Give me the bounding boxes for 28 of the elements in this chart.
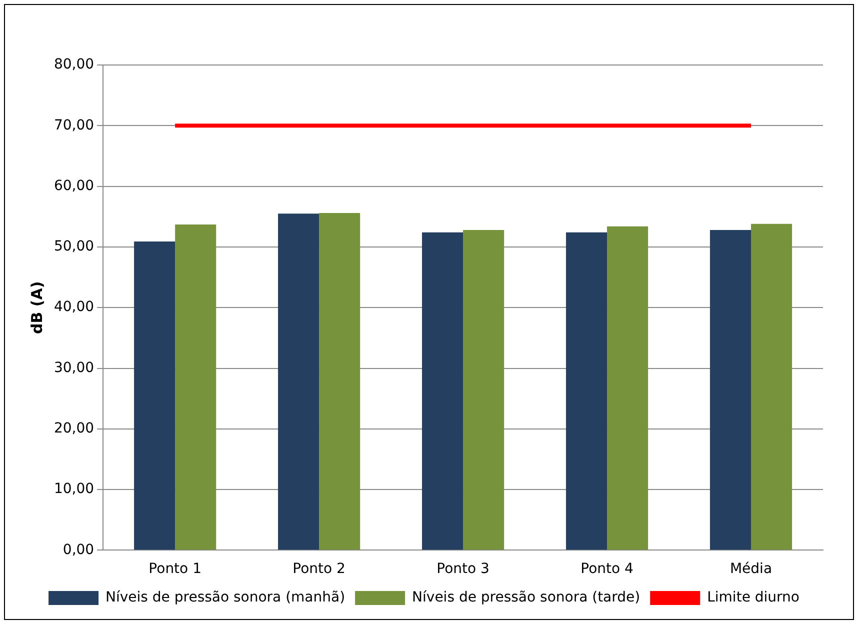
x-tick-label: Ponto 4	[580, 561, 634, 578]
x-tick-label: Ponto 1	[148, 561, 202, 578]
y-tick-label: 80,00	[54, 56, 94, 73]
bar	[710, 230, 752, 550]
bar	[566, 232, 608, 550]
y-tick-label: 70,00	[54, 117, 94, 134]
x-tick-label: Ponto 3	[436, 561, 490, 578]
y-tick-label: 10,00	[54, 481, 94, 498]
y-tick-label: 60,00	[54, 178, 94, 194]
legend-label: Níveis de pressão sonora (manhã)	[106, 590, 346, 606]
bar	[607, 226, 648, 550]
bar	[319, 212, 360, 550]
bar	[134, 241, 176, 550]
legend-label: Limite diurno	[707, 590, 800, 606]
y-axis-title: dB (A)	[28, 281, 46, 334]
y-tick-label: 50,00	[54, 238, 94, 255]
bar	[422, 232, 464, 550]
x-tick-label: Ponto 2	[292, 561, 346, 578]
x-tick-label: Média	[730, 561, 772, 578]
bar	[278, 214, 320, 550]
bar	[751, 224, 792, 550]
y-tick-label: 40,00	[54, 299, 94, 316]
legend-label: Níveis de pressão sonora (tarde)	[412, 590, 640, 606]
bar	[463, 230, 504, 550]
y-tick-label: 20,00	[54, 420, 94, 437]
y-tick-label: 30,00	[54, 360, 94, 376]
bar	[175, 224, 216, 550]
y-tick-label: 0,00	[62, 542, 94, 558]
